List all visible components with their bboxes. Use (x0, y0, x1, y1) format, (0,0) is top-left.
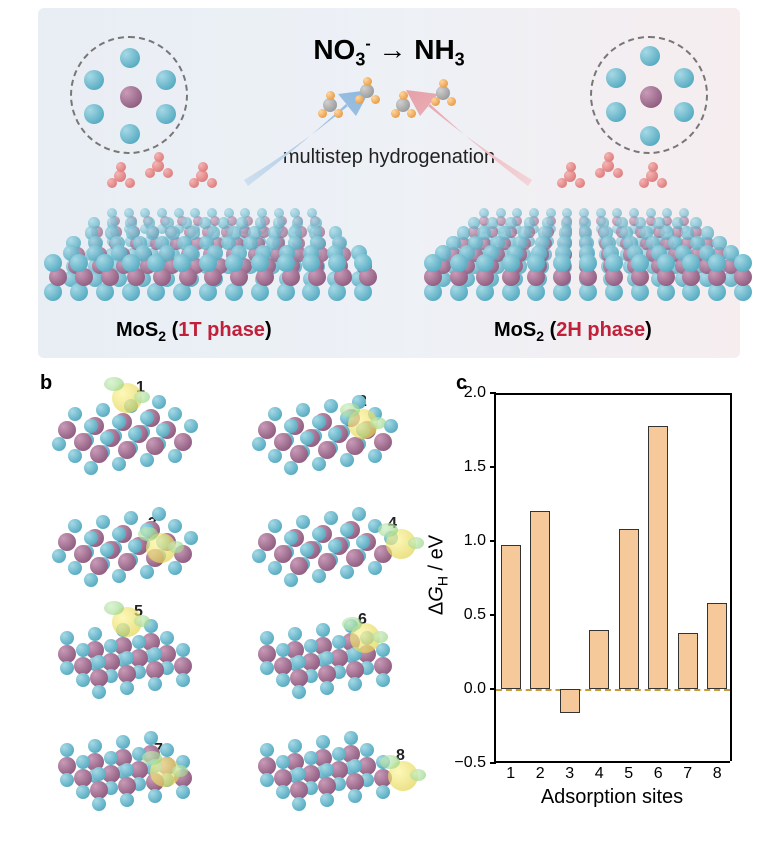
xtick-label: 2 (536, 765, 545, 783)
nh3-cluster (318, 80, 468, 130)
no3-cluster-right (558, 156, 678, 196)
ytick (490, 540, 496, 542)
xtick-label: 3 (565, 765, 574, 783)
panel-c-chart: ΔGH / eV −0.50.00.51.01.52.012345678 Ads… (442, 375, 742, 815)
xtick-label: 6 (654, 765, 663, 783)
xtick-label: 4 (595, 765, 604, 783)
xtick-label: 7 (683, 765, 692, 783)
adsorption-site-2: 2 (238, 381, 428, 483)
product: NH3 (414, 34, 464, 65)
adsorption-site-3: 3 (38, 493, 228, 595)
adsorption-site-5: 5 (38, 605, 228, 707)
chart-bar (501, 545, 521, 689)
ytick-label: 0.5 (436, 606, 486, 624)
panel-a-schematic: NO3- → NH3 multistep hydrogenation (38, 8, 740, 358)
chart-plot-area: −0.50.00.51.01.52.012345678 (494, 393, 730, 763)
adsorption-site-8: 8 (238, 717, 428, 819)
s-atom-icon (156, 70, 176, 90)
chart-xlabel: Adsorption sites (494, 786, 730, 809)
chart-baseline (496, 689, 730, 691)
chart-bar (707, 603, 727, 689)
ytick-label: 2.0 (436, 384, 486, 402)
adsorption-site-7: 7 (38, 717, 228, 819)
slab-1t (46, 190, 356, 310)
reaction-arrow: → (371, 34, 415, 65)
s-atom-icon (156, 104, 176, 124)
mo-atom-icon (640, 86, 662, 108)
mo-atom-icon (120, 86, 142, 108)
ytick-label: −0.5 (436, 754, 486, 772)
coord-circle-1t (70, 36, 188, 154)
s-atom-icon (640, 126, 660, 146)
ytick (490, 466, 496, 468)
chart-bar (619, 529, 639, 689)
s-atom-icon (120, 48, 140, 68)
ytick-label: 1.0 (436, 532, 486, 550)
ytick (490, 392, 496, 394)
s-atom-icon (606, 102, 626, 122)
ytick-label: 1.5 (436, 458, 486, 476)
chart-bar (648, 426, 668, 689)
phase-label-2h: MoS2 (2H phase) (494, 319, 652, 344)
adsorption-site-4: 4 (238, 493, 428, 595)
reactant: NO3- (313, 34, 370, 65)
adsorption-site-6: 6 (238, 605, 428, 707)
slab-2h (424, 190, 734, 310)
s-atom-icon (674, 102, 694, 122)
ytick (490, 762, 496, 764)
s-atom-icon (84, 70, 104, 90)
ytick (490, 614, 496, 616)
xtick-label: 5 (624, 765, 633, 783)
s-atom-icon (640, 46, 660, 66)
chart-bar (530, 511, 550, 689)
s-atom-icon (674, 68, 694, 88)
s-atom-icon (84, 104, 104, 124)
phase-label-1t: MoS2 (1T phase) (116, 319, 272, 344)
chart-axis-right (730, 393, 732, 761)
adsorption-site-1: 1 (38, 381, 228, 483)
s-atom-icon (606, 68, 626, 88)
chart-bar (560, 689, 580, 713)
ytick-label: 0.0 (436, 680, 486, 698)
xtick-label: 1 (506, 765, 515, 783)
chart-bar (678, 633, 698, 689)
xtick-label: 8 (713, 765, 722, 783)
panel-b-sites: 12345678 (38, 375, 438, 830)
coord-circle-2h (590, 36, 708, 154)
chart-bar (589, 630, 609, 689)
no3-cluster-left (108, 156, 228, 196)
s-atom-icon (120, 124, 140, 144)
ytick (490, 688, 496, 690)
